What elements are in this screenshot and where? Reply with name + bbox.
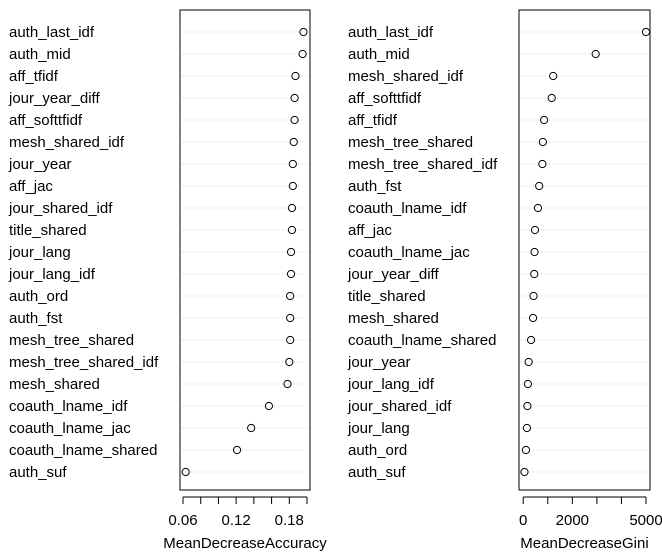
data-point	[641, 27, 651, 37]
category-label: auth_suf	[348, 464, 406, 481]
data-point	[264, 401, 274, 411]
category-label: aff_softtfidf	[9, 112, 83, 129]
category-label: auth_fst	[348, 178, 402, 195]
data-point	[530, 225, 540, 235]
data-point	[288, 181, 297, 191]
data-point	[285, 357, 294, 367]
data-point	[547, 93, 556, 103]
data-point	[539, 115, 549, 125]
category-label: mesh_tree_shared_idf	[9, 354, 159, 371]
data-point	[286, 335, 295, 345]
data-point	[287, 225, 297, 235]
category-label: mesh_shared_idf	[9, 134, 125, 151]
category-label: coauth_lname_shared	[9, 442, 157, 459]
category-label: auth_last_idf	[9, 24, 95, 41]
category-label: aff_softtfidf	[348, 90, 422, 107]
category-label: auth_last_idf	[348, 24, 434, 41]
category-label: mesh_shared	[348, 310, 439, 327]
data-point	[181, 467, 190, 477]
category-label: jour_year_diff	[347, 266, 439, 283]
category-label: auth_mid	[9, 46, 71, 63]
data-point	[523, 401, 532, 411]
category-label: aff_jac	[348, 222, 392, 239]
category-label: aff_jac	[9, 178, 53, 195]
category-label: jour_year	[347, 354, 411, 371]
plot-frame	[518, 9, 651, 491]
category-label: mesh_tree_shared	[9, 332, 134, 349]
data-point	[521, 445, 531, 455]
category-label: coauth_lname_idf	[348, 200, 467, 217]
category-label: jour_lang_idf	[8, 266, 96, 283]
category-label: coauth_lname_jac	[348, 244, 470, 261]
data-point	[291, 71, 300, 81]
category-label: coauth_lname_shared	[348, 332, 496, 349]
data-point	[286, 313, 295, 323]
category-label: title_shared	[9, 222, 87, 239]
data-point	[538, 137, 547, 147]
x-axis-title: MeanDecreaseAccuracy	[163, 535, 327, 552]
data-point	[535, 181, 544, 191]
category-label: mesh_tree_shared	[348, 134, 473, 151]
category-label: auth_mid	[348, 46, 410, 63]
data-point	[286, 269, 296, 279]
category-label: coauth_lname_jac	[9, 420, 131, 437]
category-label: aff_tfidf	[348, 112, 398, 129]
data-point	[538, 159, 547, 169]
data-point	[289, 137, 298, 147]
data-point	[591, 49, 600, 59]
x-tick-label: 0	[519, 512, 527, 529]
data-point	[290, 115, 299, 125]
category-label: jour_lang	[8, 244, 71, 261]
data-point	[290, 93, 299, 103]
data-point	[524, 357, 533, 367]
x-tick-label: 0.06	[168, 512, 197, 529]
category-label: jour_shared_idf	[347, 398, 452, 415]
category-label: jour_year	[8, 156, 72, 173]
data-point	[520, 467, 529, 477]
data-point	[526, 335, 536, 345]
x-tick-label: 0.18	[275, 512, 304, 529]
x-tick-label: 0.12	[222, 512, 251, 529]
category-label: aff_tfidf	[9, 68, 59, 85]
data-point	[533, 203, 543, 213]
data-point	[288, 159, 297, 169]
data-point	[286, 291, 295, 301]
plot-frame	[179, 9, 311, 491]
data-point	[232, 445, 242, 455]
data-point	[529, 291, 538, 301]
category-label: title_shared	[348, 288, 426, 305]
category-label: mesh_shared	[9, 376, 100, 393]
data-point	[298, 49, 307, 59]
category-label: jour_lang_idf	[347, 376, 435, 393]
data-point	[528, 313, 538, 323]
x-tick-label: 2000	[556, 512, 589, 529]
category-label: mesh_tree_shared_idf	[348, 156, 498, 173]
category-label: auth_suf	[9, 464, 67, 481]
category-label: jour_lang	[347, 420, 410, 437]
x-tick-label: 5000	[629, 512, 662, 529]
data-point	[247, 423, 256, 433]
category-label: jour_shared_idf	[8, 200, 113, 217]
category-label: jour_year_diff	[8, 90, 100, 107]
category-label: coauth_lname_idf	[9, 398, 128, 415]
data-point	[522, 423, 532, 433]
category-label: auth_ord	[9, 288, 68, 305]
data-point	[523, 379, 532, 389]
data-point	[287, 203, 297, 213]
data-point	[530, 269, 539, 279]
data-point	[286, 247, 296, 257]
data-point	[299, 27, 308, 37]
data-point	[283, 379, 292, 389]
x-axis-title: MeanDecreaseGini	[520, 535, 648, 552]
data-point	[549, 71, 558, 81]
category-label: auth_ord	[348, 442, 407, 459]
data-point	[530, 247, 539, 257]
category-label: mesh_shared_idf	[348, 68, 464, 85]
category-label: auth_fst	[9, 310, 63, 327]
